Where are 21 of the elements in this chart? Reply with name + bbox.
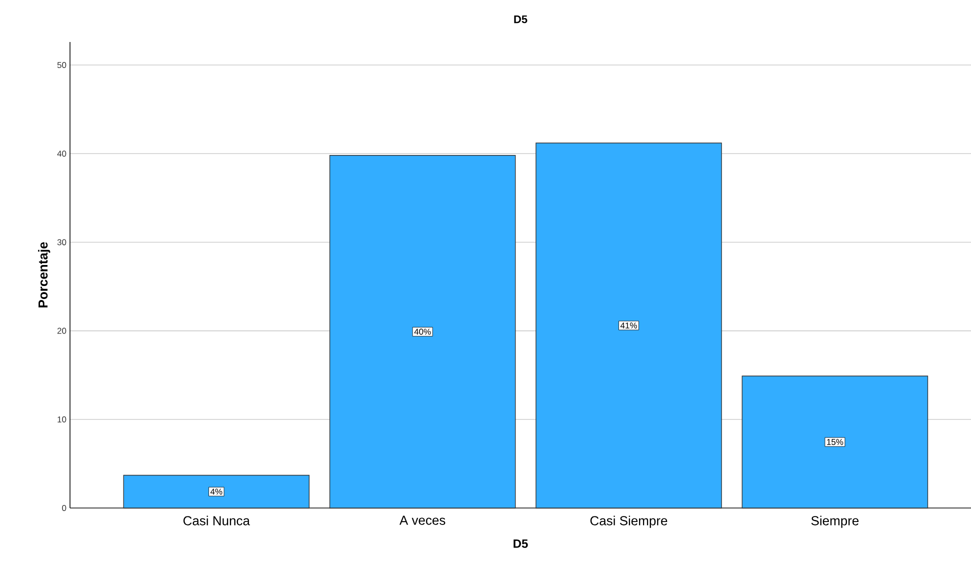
x-tick-label: Casi Siempre [590,516,668,528]
bar [329,155,516,508]
y-tick-label: 40 [57,150,66,157]
data-label: 15% [827,439,844,445]
y-tick-label: 50 [57,62,66,68]
y-tick-label: 0 [62,504,66,512]
data-label: 41% [620,322,637,328]
x-axis-title: D5 [514,540,528,548]
data-label: 40% [414,328,431,335]
chart-title: D5 [514,16,528,24]
y-tick-label: 10 [58,416,66,422]
y-axis-title: Porcentaje [38,242,50,308]
data-label: 4% [210,488,222,495]
x-tick-label: Siempre [811,516,859,528]
bar [742,376,928,508]
x-tick-label: Casi Nunca [183,516,250,526]
bar [536,142,722,508]
x-tick-label: A veces [399,516,446,525]
y-tick-label: 20 [57,328,66,334]
y-tick-label: 30 [57,239,66,246]
bar [123,474,310,508]
